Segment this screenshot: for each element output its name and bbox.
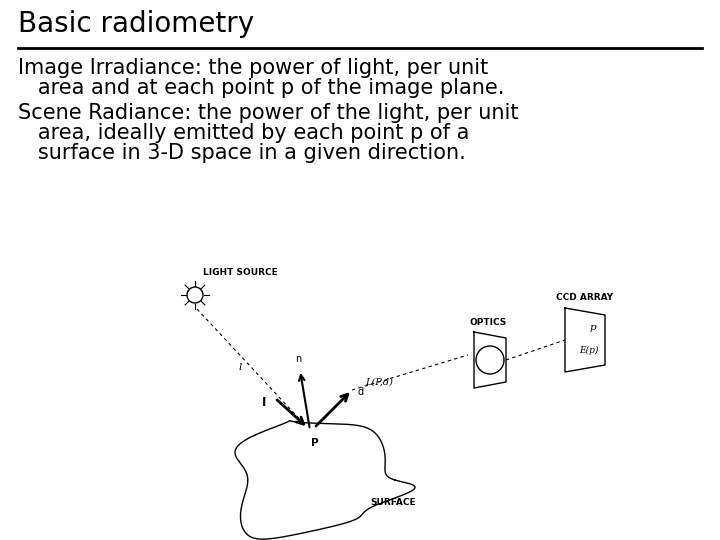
Text: p: p xyxy=(590,323,596,333)
Text: LIGHT SOURCE: LIGHT SOURCE xyxy=(203,268,278,277)
Text: E(p): E(p) xyxy=(580,346,599,355)
Text: SURFACE: SURFACE xyxy=(370,498,415,507)
Text: Scene Radiance: the power of the light, per unit: Scene Radiance: the power of the light, … xyxy=(18,103,518,123)
Text: OPTICS: OPTICS xyxy=(470,318,508,327)
Text: Basic radiometry: Basic radiometry xyxy=(18,10,254,38)
Text: L(P,d): L(P,d) xyxy=(365,377,393,387)
Text: l: l xyxy=(238,362,242,372)
Text: P: P xyxy=(311,438,319,448)
Text: area, ideally emitted by each point p of a: area, ideally emitted by each point p of… xyxy=(18,123,469,143)
Text: CCD ARRAY: CCD ARRAY xyxy=(557,293,613,302)
Text: n: n xyxy=(295,354,301,364)
Text: I: I xyxy=(262,395,266,408)
Text: Image Irradiance: the power of light, per unit: Image Irradiance: the power of light, pe… xyxy=(18,58,488,78)
Text: surface in 3-D space in a given direction.: surface in 3-D space in a given directio… xyxy=(18,143,466,163)
Text: d: d xyxy=(357,387,363,397)
Text: area and at each point p of the image plane.: area and at each point p of the image pl… xyxy=(18,78,505,98)
